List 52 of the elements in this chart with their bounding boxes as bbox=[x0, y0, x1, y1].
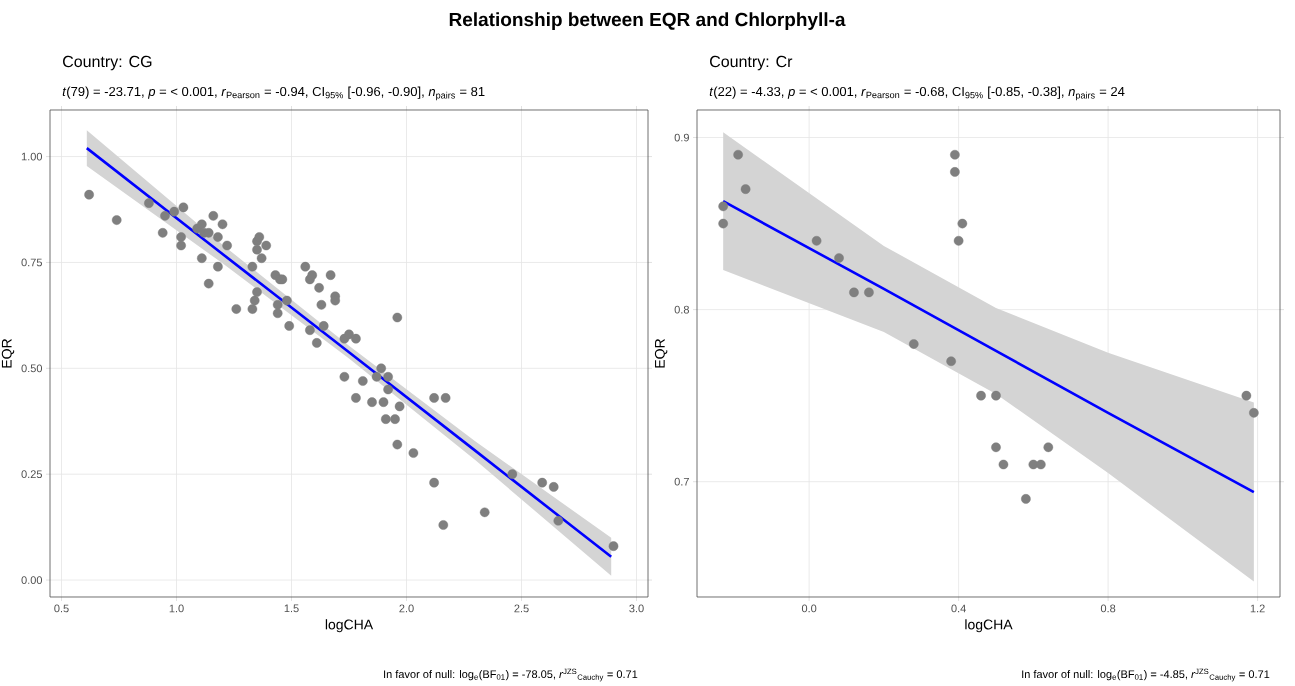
point bbox=[1043, 442, 1054, 453]
chart-title: Country: Cr bbox=[710, 55, 793, 71]
y-tick-label: 0.00 bbox=[21, 576, 43, 584]
x-tick-label: 1.2 bbox=[1250, 604, 1265, 613]
x-tick-label: 0.4 bbox=[951, 604, 966, 613]
x-tick-label: 2.5 bbox=[514, 604, 529, 613]
y-tick-label: 0.50 bbox=[21, 364, 43, 373]
y-tick-label: 0.7 bbox=[674, 477, 689, 486]
point bbox=[953, 235, 964, 246]
point bbox=[740, 184, 751, 194]
point bbox=[1021, 494, 1031, 504]
point bbox=[733, 149, 743, 160]
x-axis-title: logCHA bbox=[325, 619, 374, 633]
point bbox=[718, 201, 728, 212]
point bbox=[957, 218, 968, 229]
text: t(79) = -23.71, p = < 0.001, r$_{Pearson}$ = -0.94, CI$_{95%}$ [-0.96, -0.90], n$_{pairs}$ = 81 bbox=[62, 86, 485, 101]
point bbox=[998, 459, 1009, 470]
text: Relationship between EQR and Chlorphyll-a bbox=[449, 12, 846, 30]
x-tick-label: 1.5 bbox=[284, 604, 299, 613]
point bbox=[991, 390, 1001, 401]
point bbox=[950, 149, 960, 160]
text: t(22) = -4.33, p = < 0.001, r$_{Pearson}$ = -0.68, CI$_{95%}$ [-0.85, -0.38], n$_{pairs}$ = 24 bbox=[709, 86, 1125, 101]
point bbox=[834, 253, 844, 263]
point bbox=[950, 167, 960, 177]
y-axis-title: EQR bbox=[1, 338, 15, 368]
x-axis-title: logCHA bbox=[965, 619, 1013, 633]
point bbox=[718, 218, 728, 229]
x-tick-label: 3.0 bbox=[629, 604, 644, 613]
point bbox=[849, 287, 859, 298]
y-tick-label: 1.00 bbox=[21, 152, 43, 161]
chart-title: Country: CG bbox=[63, 55, 152, 71]
point bbox=[908, 339, 919, 349]
point bbox=[976, 390, 986, 401]
y-axis-title: EQR bbox=[654, 338, 668, 368]
y-tick-label: 0.75 bbox=[21, 258, 42, 267]
x-tick-label: 0.5 bbox=[54, 604, 69, 613]
x-tick-label: 0.0 bbox=[801, 604, 817, 613]
x-tick-label: 1.0 bbox=[169, 604, 184, 613]
x-tick-label: 0.8 bbox=[1100, 604, 1116, 613]
point bbox=[991, 442, 1001, 453]
point bbox=[946, 356, 956, 367]
point bbox=[1036, 459, 1046, 470]
point bbox=[864, 287, 874, 298]
text: In favor of null: log$_{e}$(BF$_{01}$) = -78.05, r$^{JZS}$$_{Cauchy}$ = 0.71 bbox=[384, 668, 638, 682]
point bbox=[1249, 408, 1259, 418]
x-tick-label: 2.0 bbox=[399, 604, 414, 613]
point bbox=[811, 235, 822, 246]
y-tick-label: 0.8 bbox=[674, 305, 689, 314]
y-tick-label: 0.25 bbox=[21, 470, 42, 479]
point bbox=[1241, 390, 1252, 401]
text: In favor of null: log$_{e}$(BF$_{01}$) = -4.85, r$^{JZS}$$_{Cauchy}$ = 0.71 bbox=[1022, 668, 1270, 682]
y-tick-label: 0.9 bbox=[674, 133, 689, 142]
